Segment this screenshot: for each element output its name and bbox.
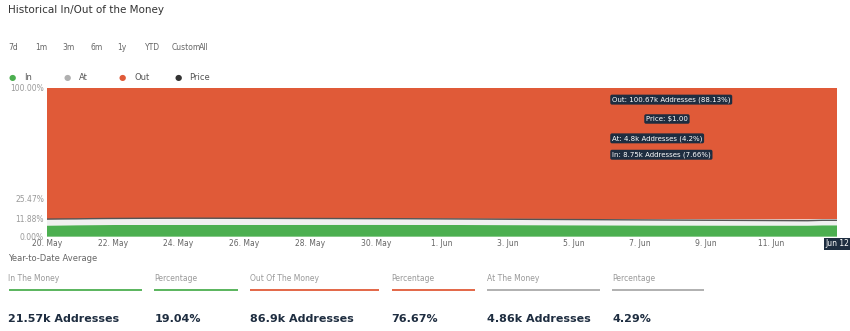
Text: At: 4.8k Addresses (4.2%): At: 4.8k Addresses (4.2%) (612, 135, 702, 142)
Text: 7d: 7d (8, 43, 18, 53)
Text: 4.29%: 4.29% (612, 313, 651, 323)
Text: ●: ● (64, 73, 71, 82)
Text: Percentage: Percentage (154, 274, 197, 283)
Text: Out: 100.67k Addresses (88.13%): Out: 100.67k Addresses (88.13%) (612, 96, 730, 103)
Text: Out: Out (134, 73, 150, 82)
Text: Percentage: Percentage (392, 274, 435, 283)
Text: Percentage: Percentage (612, 274, 655, 283)
Text: Price: $1.00: Price: $1.00 (646, 116, 688, 122)
Text: 86.9k Addresses: 86.9k Addresses (250, 313, 354, 323)
Text: In: In (24, 73, 31, 82)
Text: 6m: 6m (90, 43, 102, 53)
Text: ●: ● (119, 73, 127, 82)
Text: In: 8.75k Addresses (7.66%): In: 8.75k Addresses (7.66%) (612, 152, 711, 158)
Text: 21.57k Addresses: 21.57k Addresses (8, 313, 120, 323)
Text: At: At (79, 73, 88, 82)
Text: 19.04%: 19.04% (154, 313, 201, 323)
Text: All: All (199, 43, 208, 53)
Text: 1m: 1m (36, 43, 48, 53)
Text: In The Money: In The Money (8, 274, 60, 283)
Text: 4.86k Addresses: 4.86k Addresses (487, 313, 592, 323)
Text: Historical In/Out of the Money: Historical In/Out of the Money (8, 5, 165, 15)
Text: 76.67%: 76.67% (392, 313, 439, 323)
Text: YTD: YTD (144, 43, 160, 53)
Text: Out Of The Money: Out Of The Money (250, 274, 319, 283)
Text: 3m: 3m (63, 43, 75, 53)
Text: ●: ● (174, 73, 182, 82)
Text: Year-to-Date Average: Year-to-Date Average (8, 254, 98, 263)
Text: 1y: 1y (117, 43, 127, 53)
Text: ●: ● (8, 73, 16, 82)
Text: Custom: Custom (172, 43, 201, 53)
Text: Price: Price (190, 73, 210, 82)
Text: At The Money: At The Money (487, 274, 540, 283)
